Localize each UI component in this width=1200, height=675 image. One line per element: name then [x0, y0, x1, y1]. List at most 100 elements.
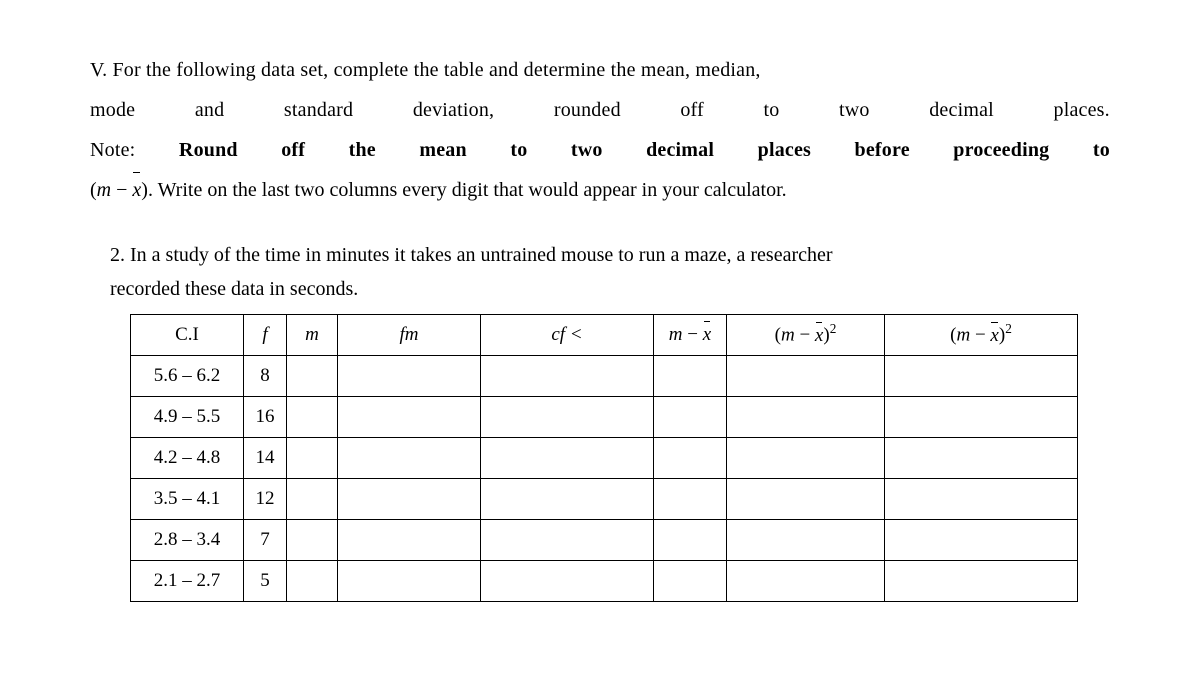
w: Round — [179, 130, 238, 170]
cell-mx2a — [727, 356, 885, 397]
w: off — [680, 90, 704, 130]
cell-ci: 4.9 – 5.5 — [131, 397, 244, 438]
table-row: 3.5 – 4.1 12 — [131, 479, 1078, 520]
cell-mx2b — [885, 438, 1078, 479]
cell-f: 5 — [244, 561, 287, 602]
w: rounded — [554, 90, 621, 130]
question-line-2: recorded these data in seconds. — [110, 272, 1110, 306]
note-label: Note: — [90, 130, 135, 170]
w: deviation, — [413, 90, 494, 130]
col-header-fm: fm — [338, 315, 481, 356]
cell-fm — [338, 520, 481, 561]
var-xbar: x — [132, 170, 141, 210]
table-row: 2.8 – 3.4 7 — [131, 520, 1078, 561]
w: places. — [1054, 90, 1110, 130]
hdr-xbar: x — [703, 319, 711, 351]
cell-mx — [654, 479, 727, 520]
col-header-m: m — [287, 315, 338, 356]
intro-line-3: Note: Round off the mean to two decimal … — [90, 130, 1110, 170]
cell-cf — [481, 397, 654, 438]
hdr-exp: 2 — [830, 321, 837, 336]
w: the — [349, 130, 376, 170]
paren-open: ( — [90, 179, 97, 201]
cell-f: 8 — [244, 356, 287, 397]
w: mode — [90, 90, 135, 130]
cell-mx2a — [727, 520, 885, 561]
question-line-1: 2. In a study of the time in minutes it … — [110, 238, 1110, 272]
hdr-exp: 2 — [1005, 321, 1012, 336]
table-body: 5.6 – 6.2 8 4.9 – 5.5 16 — [131, 356, 1078, 602]
cell-cf — [481, 561, 654, 602]
col-header-m-minus-xbar: m − x — [654, 315, 727, 356]
w: to — [510, 130, 527, 170]
cell-mx2b — [885, 397, 1078, 438]
cell-ci: 2.8 – 3.4 — [131, 520, 244, 561]
hdr-minus: − — [683, 324, 703, 345]
table-row: 5.6 – 6.2 8 — [131, 356, 1078, 397]
table-row: 2.1 – 2.7 5 — [131, 561, 1078, 602]
data-table: C.I f m fm cf < m − x (m − x)2 (m − x)2 — [130, 314, 1078, 602]
cell-m — [287, 438, 338, 479]
w: and — [195, 90, 224, 130]
w: two — [571, 130, 603, 170]
w: before — [855, 130, 910, 170]
hdr-m: m — [956, 325, 970, 346]
line4-suffix: ). Write on the last two columns every d… — [141, 179, 786, 201]
cell-cf — [481, 520, 654, 561]
cell-m — [287, 520, 338, 561]
var-m: m — [97, 179, 111, 201]
cell-mx — [654, 520, 727, 561]
cell-fm — [338, 438, 481, 479]
cell-f: 7 — [244, 520, 287, 561]
w: places — [758, 130, 811, 170]
table-row: 4.9 – 5.5 16 — [131, 397, 1078, 438]
cell-fm — [338, 479, 481, 520]
col-header-f: f — [244, 315, 287, 356]
w: proceeding — [953, 130, 1049, 170]
cell-mx2b — [885, 356, 1078, 397]
cell-cf — [481, 438, 654, 479]
cell-m — [287, 479, 338, 520]
intro-line-2: mode and standard deviation, rounded off… — [90, 90, 1110, 130]
hdr-xbar: x — [990, 320, 998, 352]
cell-m — [287, 561, 338, 602]
hdr-m: m — [669, 324, 683, 345]
col-header-cf: cf < — [481, 315, 654, 356]
w: to — [1093, 130, 1110, 170]
cell-mx — [654, 356, 727, 397]
w: standard — [284, 90, 353, 130]
intro-line-1: V. For the following data set, complete … — [90, 50, 1110, 90]
w: decimal — [646, 130, 714, 170]
cell-f: 16 — [244, 397, 287, 438]
page-container: V. For the following data set, complete … — [0, 0, 1200, 602]
cell-mx2b — [885, 479, 1078, 520]
intro-line-4: (m − x). Write on the last two columns e… — [90, 170, 1110, 210]
cell-ci: 2.1 – 2.7 — [131, 561, 244, 602]
cell-mx2b — [885, 561, 1078, 602]
hdr-m: m — [781, 325, 795, 346]
cell-ci: 4.2 – 4.8 — [131, 438, 244, 479]
cell-fm — [338, 561, 481, 602]
cell-cf — [481, 356, 654, 397]
cell-m — [287, 397, 338, 438]
cell-mx — [654, 561, 727, 602]
cell-f: 12 — [244, 479, 287, 520]
hdr-minus: − — [795, 325, 815, 346]
question-block: 2. In a study of the time in minutes it … — [90, 238, 1110, 602]
hdr-minus: − — [970, 325, 990, 346]
cell-mx — [654, 397, 727, 438]
w: to — [763, 90, 779, 130]
col-header-m-minus-xbar-sq-a: (m − x)2 — [727, 315, 885, 356]
w: off — [281, 130, 305, 170]
col-header-m-minus-xbar-sq-b: (m − x)2 — [885, 315, 1078, 356]
w: decimal — [929, 90, 994, 130]
cell-mx2a — [727, 561, 885, 602]
w: two — [839, 90, 870, 130]
cell-fm — [338, 356, 481, 397]
table-row: 4.2 – 4.8 14 — [131, 438, 1078, 479]
cell-cf — [481, 479, 654, 520]
cell-f: 14 — [244, 438, 287, 479]
hdr-xbar: x — [815, 320, 823, 352]
cell-fm — [338, 397, 481, 438]
cell-mx — [654, 438, 727, 479]
